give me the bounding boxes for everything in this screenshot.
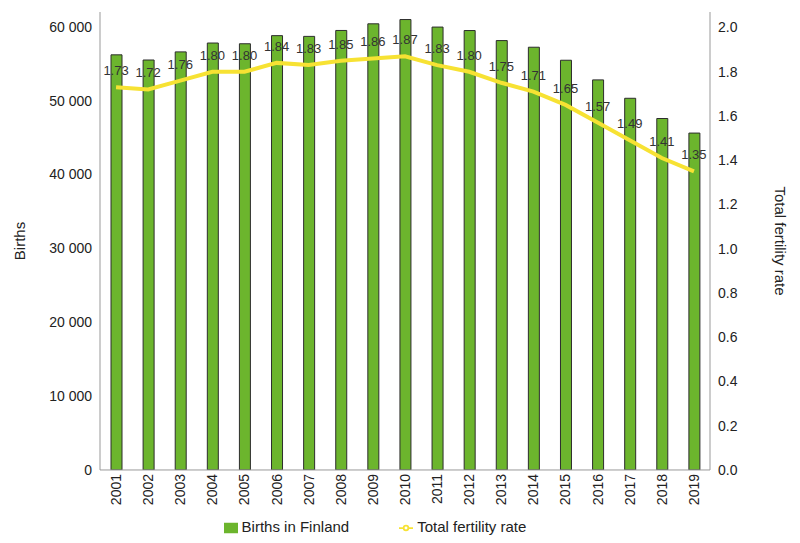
svg-text:1.2: 1.2 xyxy=(718,196,738,212)
svg-text:2003: 2003 xyxy=(172,474,188,505)
svg-text:1.83: 1.83 xyxy=(296,41,321,56)
svg-text:1.75: 1.75 xyxy=(489,59,514,74)
svg-text:2013: 2013 xyxy=(493,474,509,505)
svg-text:2014: 2014 xyxy=(525,474,541,505)
svg-text:1.86: 1.86 xyxy=(360,34,385,49)
svg-text:1.72: 1.72 xyxy=(136,65,161,80)
svg-text:2009: 2009 xyxy=(365,474,381,505)
svg-text:2018: 2018 xyxy=(654,474,670,505)
svg-text:2012: 2012 xyxy=(461,474,477,505)
svg-text:1.80: 1.80 xyxy=(200,48,225,63)
svg-text:60 000: 60 000 xyxy=(49,19,92,35)
html-text:Total fertility rate: Total fertility rate xyxy=(417,518,527,535)
svg-text:1.73: 1.73 xyxy=(103,63,128,78)
svg-text:0: 0 xyxy=(84,462,92,478)
svg-text:1.4: 1.4 xyxy=(718,152,738,168)
svg-text:0.2: 0.2 xyxy=(718,418,738,434)
svg-text:2019: 2019 xyxy=(686,474,702,505)
svg-text:1.35: 1.35 xyxy=(681,147,706,162)
svg-text:1.71: 1.71 xyxy=(521,68,546,83)
svg-text:1.6: 1.6 xyxy=(718,108,738,124)
svg-text:1.41: 1.41 xyxy=(649,134,674,149)
svg-text:1.87: 1.87 xyxy=(392,32,417,47)
svg-text:1.65: 1.65 xyxy=(553,81,578,96)
svg-text:50 000: 50 000 xyxy=(49,93,92,109)
svg-text:1.85: 1.85 xyxy=(328,37,353,52)
svg-text:1.80: 1.80 xyxy=(457,48,482,63)
svg-text:10 000: 10 000 xyxy=(49,388,92,404)
svg-text:2016: 2016 xyxy=(590,474,606,505)
svg-text:1.57: 1.57 xyxy=(585,99,610,114)
svg-text:1.84: 1.84 xyxy=(264,39,289,54)
svg-text:2006: 2006 xyxy=(269,474,285,505)
svg-text:1.80: 1.80 xyxy=(232,48,257,63)
svg-text:2001: 2001 xyxy=(108,474,124,505)
svg-text:2004: 2004 xyxy=(204,474,220,505)
svg-text:1.83: 1.83 xyxy=(424,41,449,56)
svg-text:Births: Births xyxy=(11,222,28,260)
html-text:Births in Finland: Births in Finland xyxy=(241,518,350,535)
svg-text:Total fertility rate: Total fertility rate xyxy=(772,186,789,295)
svg-text:40 000: 40 000 xyxy=(49,166,92,182)
svg-text:0.6: 0.6 xyxy=(718,329,738,345)
svg-text:2010: 2010 xyxy=(397,474,413,505)
svg-text:2017: 2017 xyxy=(622,474,638,505)
svg-text:1.0: 1.0 xyxy=(718,241,738,257)
svg-text:2005: 2005 xyxy=(236,474,252,505)
svg-text:2011: 2011 xyxy=(429,474,445,504)
svg-text:2002: 2002 xyxy=(140,474,156,505)
svg-text:1.8: 1.8 xyxy=(718,64,738,80)
svg-text:0.8: 0.8 xyxy=(718,285,738,301)
svg-text:30 000: 30 000 xyxy=(49,240,92,256)
svg-text:20 000: 20 000 xyxy=(49,314,92,330)
svg-text:2008: 2008 xyxy=(333,474,349,505)
svg-text:0.0: 0.0 xyxy=(718,462,738,478)
svg-text:0.4: 0.4 xyxy=(718,373,738,389)
svg-text:2007: 2007 xyxy=(301,474,317,505)
svg-text:1.49: 1.49 xyxy=(617,116,642,131)
svg-text:2.0: 2.0 xyxy=(718,19,738,35)
svg-text:2015: 2015 xyxy=(557,474,573,505)
svg-text:1.76: 1.76 xyxy=(168,57,193,72)
